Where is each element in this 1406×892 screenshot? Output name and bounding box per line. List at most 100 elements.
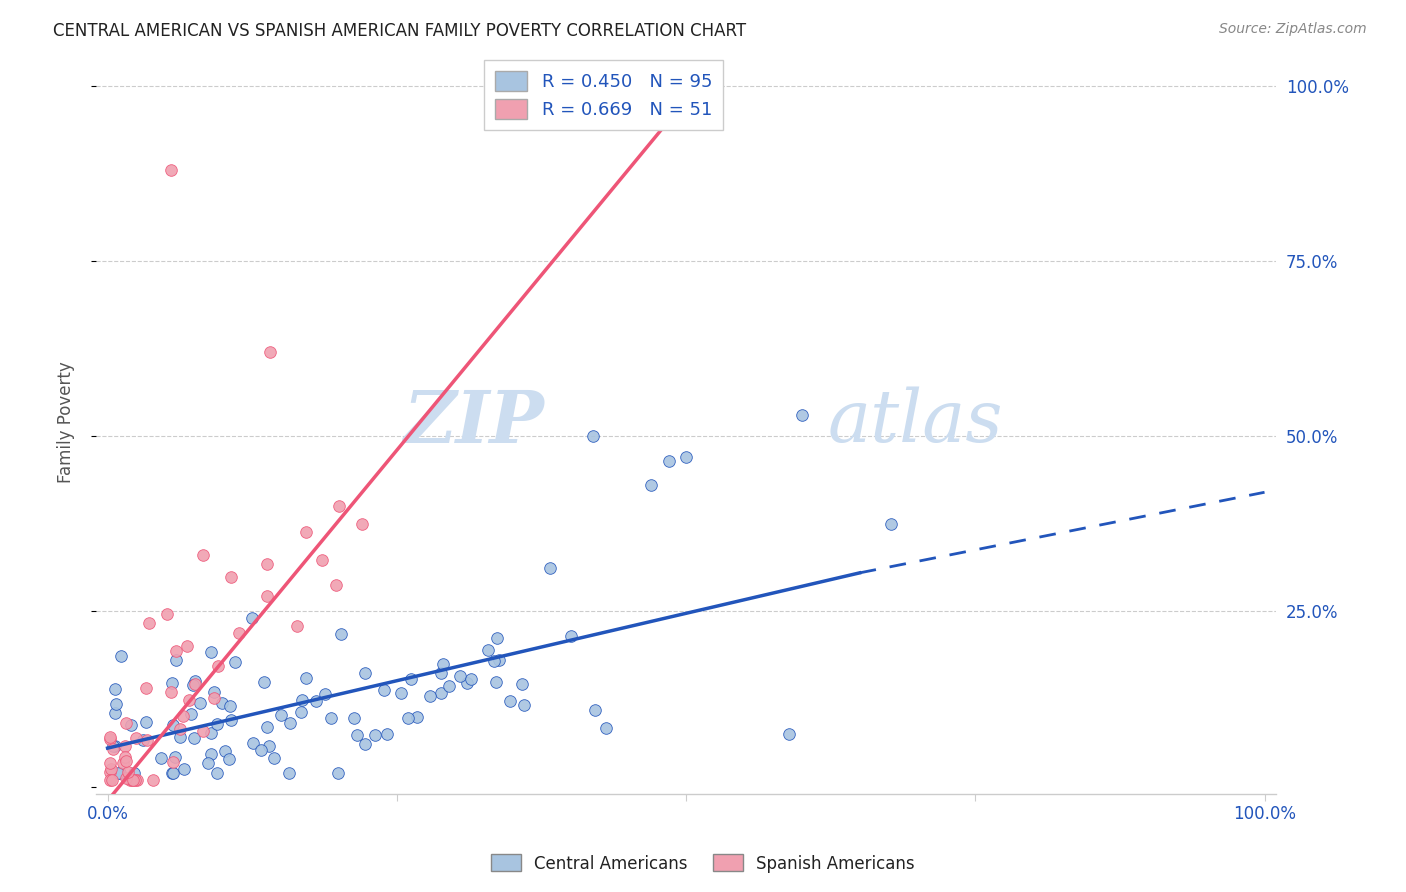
Point (311, 553, 333, 567)
Point (202, 690, 225, 705)
Point (658, 454, 681, 468)
Point (560, 629, 582, 643)
Point (165, 653, 187, 667)
Point (285, 619, 308, 633)
Point (460, 672, 482, 686)
Point (159, 685, 181, 699)
Point (221, 713, 243, 727)
Point (499, 693, 522, 707)
Point (321, 710, 343, 724)
Point (200, 725, 222, 739)
Point (169, 730, 191, 744)
Point (120, 772, 142, 787)
Point (325, 578, 347, 592)
Point (485, 675, 508, 690)
Point (202, 685, 225, 699)
Point (115, 754, 138, 768)
Point (242, 736, 264, 750)
Point (176, 639, 198, 653)
Point (396, 711, 419, 725)
Point (218, 752, 240, 766)
Point (513, 698, 536, 712)
Point (259, 345, 281, 359)
Point (165, 644, 187, 658)
Point (117, 765, 139, 780)
Point (364, 728, 387, 742)
Point (160, 676, 183, 690)
Point (249, 743, 271, 757)
Point (485, 631, 508, 645)
Point (125, 731, 148, 745)
Point (101, 742, 124, 756)
Point (290, 705, 312, 719)
Point (181, 678, 204, 692)
Point (172, 709, 194, 723)
Point (432, 657, 454, 671)
Point (778, 727, 800, 741)
Point (115, 716, 138, 731)
Point (173, 762, 195, 776)
Legend: Central Americans, Spanish Americans: Central Americans, Spanish Americans (485, 847, 921, 880)
Point (121, 772, 143, 787)
Point (295, 671, 318, 685)
Point (224, 656, 246, 670)
Point (135, 681, 157, 695)
Point (294, 524, 316, 539)
Point (135, 714, 157, 729)
Point (389, 686, 412, 700)
Point (456, 675, 478, 690)
Point (104, 739, 127, 754)
Point (103, 739, 125, 754)
Point (100, 762, 122, 776)
Legend: R = 0.450   N = 95, R = 0.669   N = 51: R = 0.450 N = 95, R = 0.669 N = 51 (484, 60, 723, 130)
Point (183, 731, 205, 746)
Point (98, 765, 121, 780)
Point (114, 771, 136, 785)
Point (488, 652, 510, 666)
Point (482, 655, 505, 669)
Point (211, 697, 233, 711)
Point (162, 765, 184, 780)
Point (328, 500, 350, 514)
Point (326, 765, 349, 780)
Point (270, 707, 292, 722)
Point (108, 765, 131, 780)
Point (120, 718, 142, 732)
Point (188, 696, 211, 710)
Point (138, 616, 160, 631)
Point (162, 718, 184, 732)
Point (256, 720, 278, 734)
Point (278, 765, 301, 780)
Point (142, 772, 165, 787)
Point (169, 722, 191, 736)
Point (200, 645, 222, 659)
Point (160, 162, 183, 177)
Point (449, 669, 471, 683)
Point (538, 560, 561, 574)
Point (330, 627, 353, 641)
Point (98, 756, 121, 771)
Point (228, 626, 250, 640)
Point (162, 765, 184, 780)
Point (880, 517, 903, 532)
Point (314, 687, 336, 701)
Point (583, 703, 606, 717)
Point (104, 697, 127, 711)
Text: atlas: atlas (828, 387, 1002, 458)
Point (112, 756, 135, 771)
Point (98, 772, 121, 787)
Point (354, 666, 377, 681)
Point (595, 721, 617, 735)
Point (257, 739, 280, 753)
Point (135, 732, 157, 747)
Point (240, 611, 263, 625)
Point (124, 772, 146, 787)
Point (510, 676, 533, 690)
Point (430, 686, 453, 700)
Point (399, 672, 422, 686)
Point (290, 693, 312, 707)
Point (437, 679, 460, 693)
Point (352, 516, 374, 531)
Point (98, 732, 121, 747)
Point (346, 728, 368, 742)
